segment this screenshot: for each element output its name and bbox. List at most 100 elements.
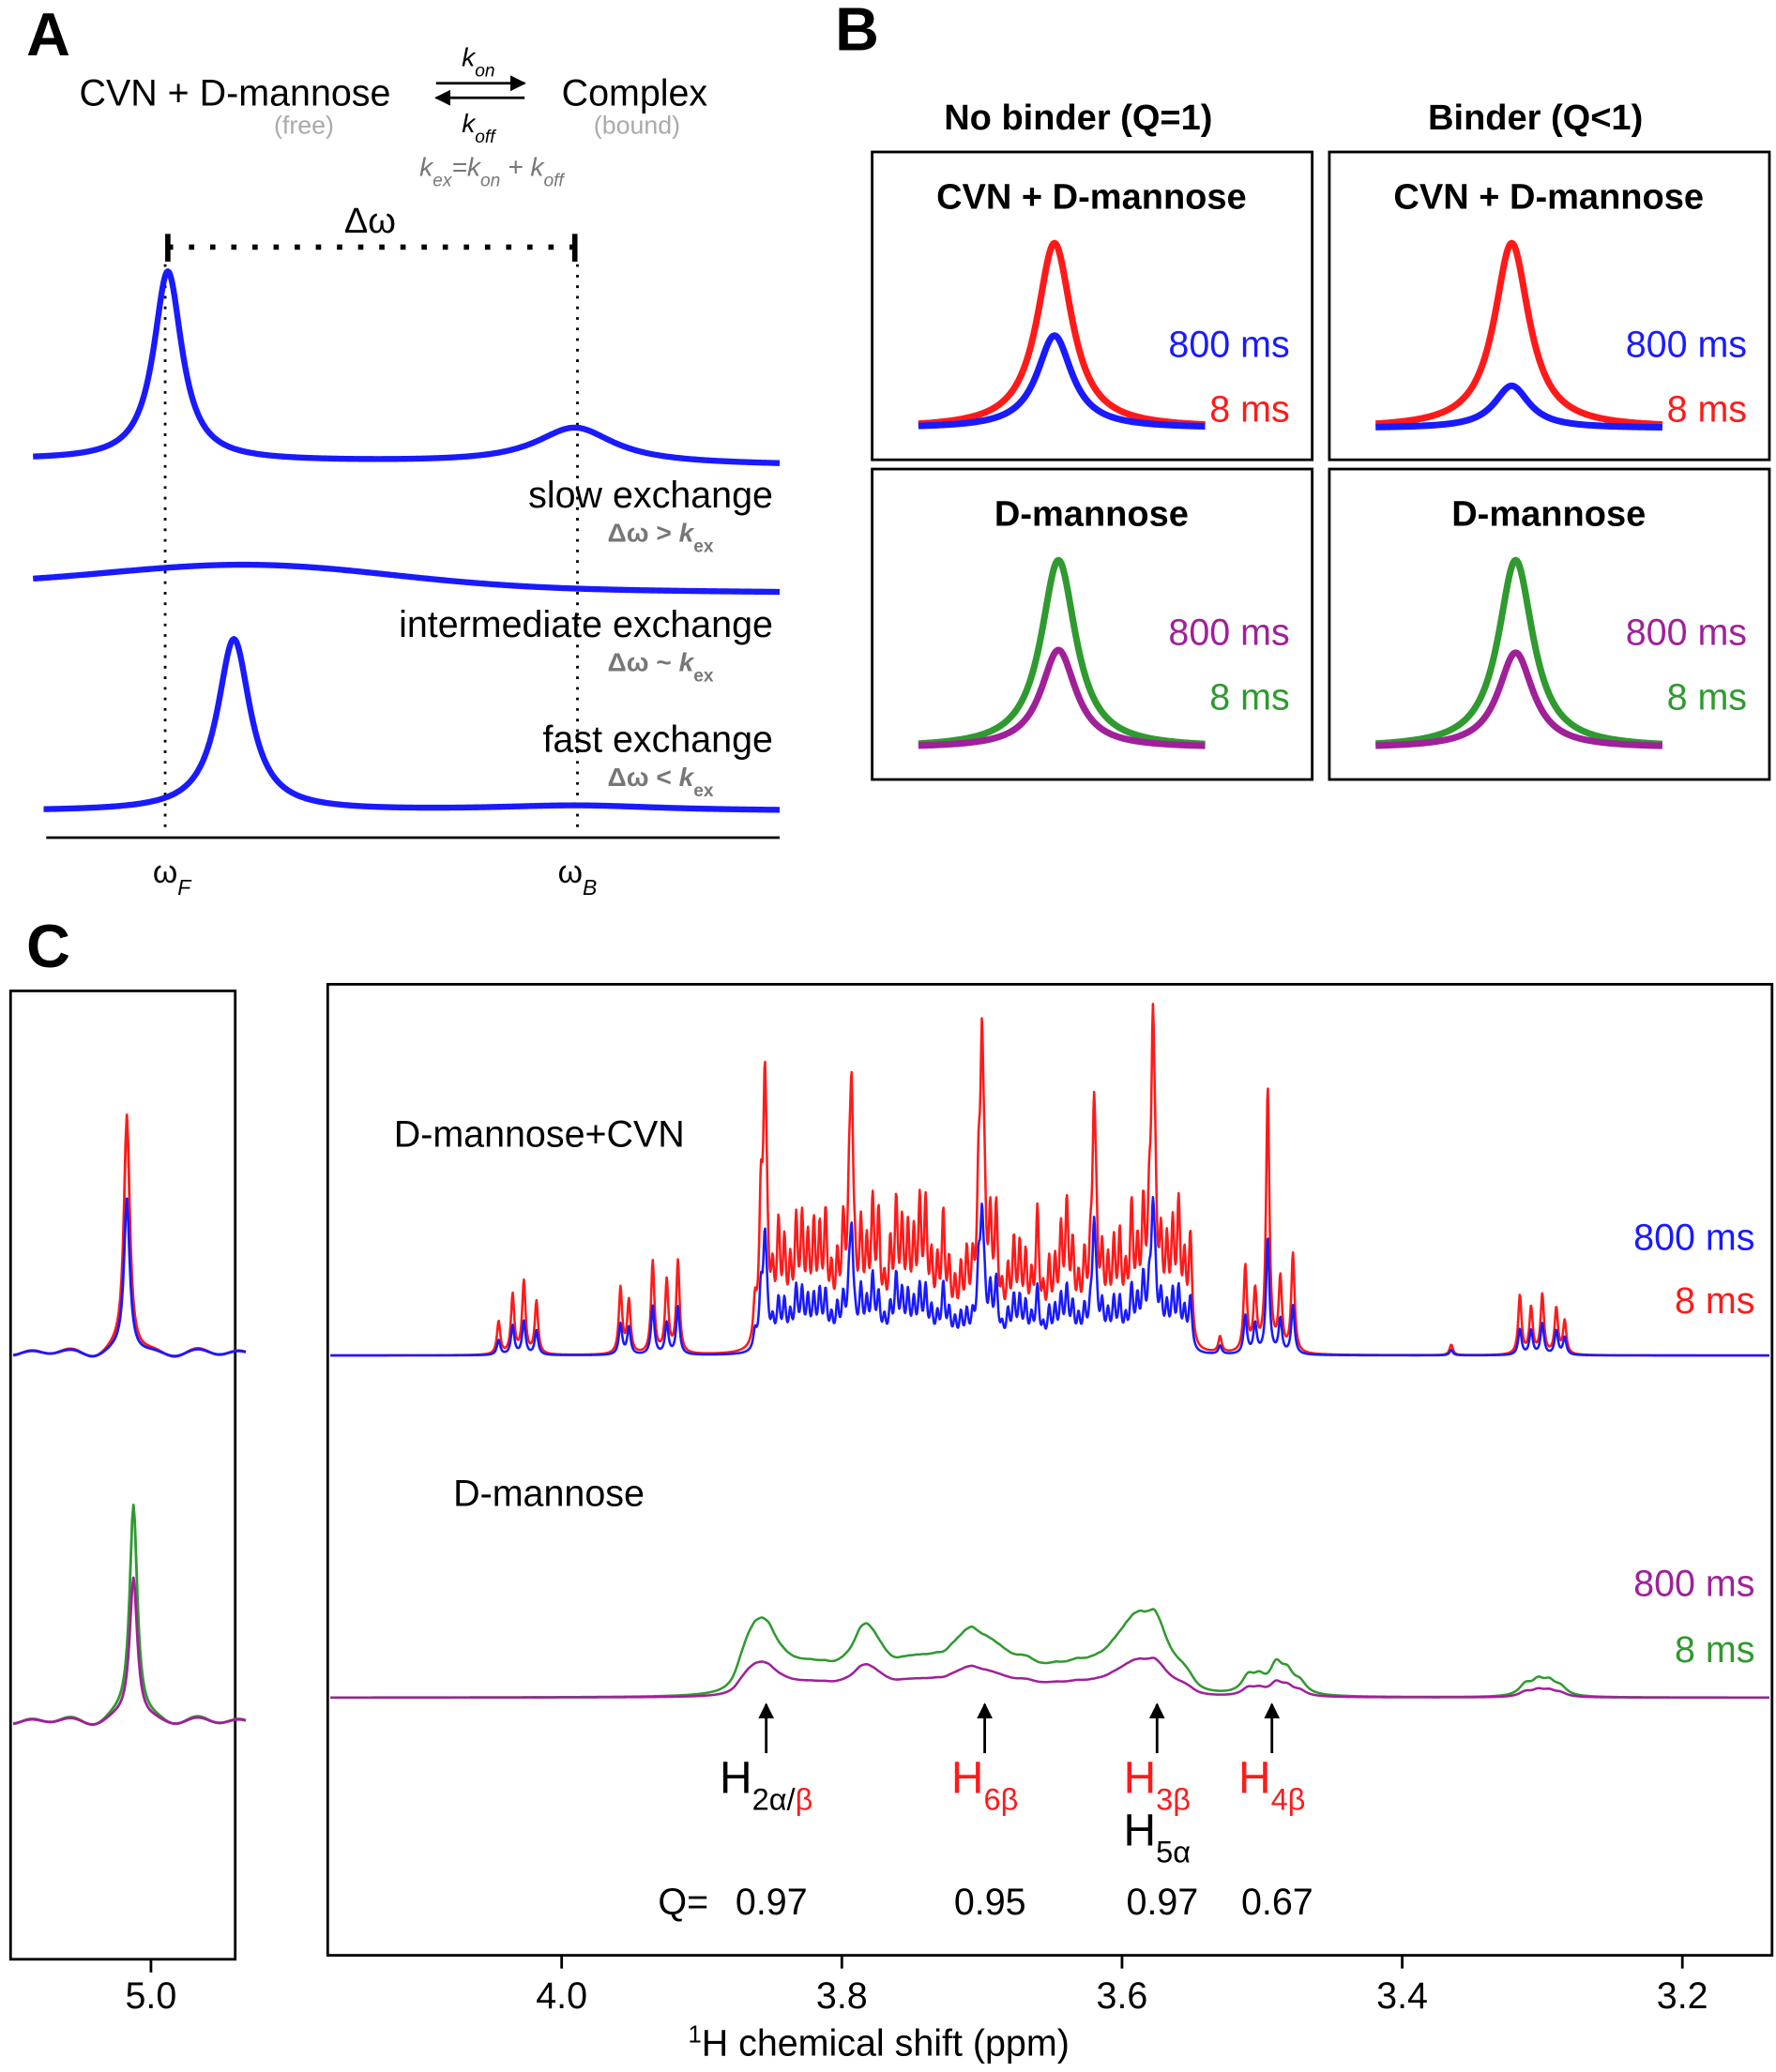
peak: [916, 239, 1207, 429]
x-tick-label: 5.0: [126, 1975, 177, 2017]
k-ex: kex=kon + koff: [419, 152, 565, 190]
legend-entry: 8 ms: [1209, 388, 1289, 430]
x-tick-label: 3.4: [1376, 1975, 1428, 2017]
box: [1328, 150, 1771, 461]
x-axis-label-part: 1: [688, 2022, 701, 2049]
regime-condition-part: k: [679, 648, 695, 677]
spectrum-8ms: [329, 1608, 1770, 1700]
peak-label: H3β: [1124, 1753, 1191, 1816]
box-title: D-mannose: [994, 495, 1189, 535]
q-value: 0.95: [954, 1882, 1026, 1923]
peak-label: H6β: [951, 1753, 1018, 1816]
legend-entry: 800 ms: [1633, 1217, 1754, 1258]
fast-spectrum: [41, 636, 782, 813]
box: [871, 150, 1314, 461]
peak: [916, 556, 1207, 748]
k-ex-part: on: [480, 171, 500, 190]
omega-f: ωF: [153, 855, 192, 900]
peak-label-part: 3β: [1156, 1782, 1191, 1816]
peak-label-part: 4β: [1271, 1782, 1306, 1816]
spectrum-frame: [326, 982, 1774, 1958]
legend-entry: 800 ms: [1168, 612, 1289, 653]
peak-label-part: H: [1238, 1753, 1271, 1803]
legend-entry: 8 ms: [1209, 676, 1289, 718]
omega-f-part: F: [177, 875, 192, 900]
legend-entry: 800 ms: [1168, 324, 1289, 365]
peak-label: H2α/β: [720, 1753, 812, 1816]
regime-condition-part: k: [679, 763, 695, 792]
legend-entry: 8 ms: [1675, 1280, 1754, 1322]
k-ex-part: +: [500, 152, 530, 181]
product-state: (bound): [594, 111, 680, 139]
regime-condition-part: Δω <: [607, 763, 678, 792]
box: [871, 467, 1314, 781]
regime-name: slow exchange: [528, 475, 773, 516]
peak-label-part: H: [720, 1753, 752, 1803]
q-value: 0.97: [1127, 1882, 1199, 1923]
inset-800ms: [12, 1576, 247, 1726]
q-prefix: Q=: [658, 1882, 708, 1923]
k-ex-part: k: [419, 152, 434, 181]
peak-label: H4β: [1238, 1753, 1305, 1816]
regime-condition: Δω < kex: [607, 763, 713, 801]
regime-condition-part: Δω ~: [607, 648, 678, 677]
box-title: CVN + D-mannose: [936, 178, 1247, 218]
peak-label-part: 5α: [1156, 1836, 1191, 1869]
reactant: CVN + D-mannose: [80, 73, 391, 114]
box: [1328, 467, 1771, 781]
k-on: kon: [462, 42, 494, 81]
column-title: Binder (Q<1): [1428, 98, 1643, 138]
peak: [916, 332, 1207, 431]
panel-label: A: [26, 0, 70, 68]
inset-800ms: [12, 1197, 247, 1358]
k-ex-part: off: [543, 171, 565, 190]
k-off: koff: [462, 109, 496, 146]
legend-entry: 800 ms: [1626, 612, 1747, 653]
x-tick-label: 3.6: [1097, 1975, 1148, 2017]
regime-condition-part: k: [679, 519, 695, 548]
x-tick-label: 3.8: [816, 1975, 868, 2017]
inset-frame: [8, 989, 237, 1961]
peak: [1374, 556, 1664, 748]
trace-name: D-mannose: [453, 1474, 645, 1515]
regime-condition-part: ex: [693, 666, 714, 686]
omega-b-part: ω: [558, 855, 583, 890]
k-off-part: off: [475, 127, 496, 146]
k-ex-part: =: [451, 152, 466, 181]
regime-name: fast exchange: [542, 718, 772, 760]
x-tick-label: 4.0: [536, 1975, 587, 2017]
regime-name: intermediate exchange: [399, 604, 773, 645]
k-on-part: on: [475, 61, 494, 81]
k-ex-part: k: [467, 152, 482, 181]
peak: [1374, 382, 1664, 431]
regime-condition-part: ex: [693, 781, 714, 801]
k-ex-part: k: [530, 152, 545, 181]
k-off-part: k: [462, 109, 477, 138]
product: Complex: [562, 73, 708, 114]
peak-label-part: 2α/: [752, 1782, 797, 1816]
regime-condition: Δω ~ kex: [607, 648, 713, 687]
peak: [1374, 239, 1664, 429]
regime-condition: Δω > kex: [607, 519, 713, 557]
legend-entry: 8 ms: [1675, 1629, 1754, 1671]
trace-name: D-mannose+CVN: [394, 1114, 685, 1156]
spectrum-800ms: [329, 1195, 1770, 1357]
peak-label: H5α: [1124, 1807, 1192, 1869]
peak-label-part: H: [951, 1753, 984, 1803]
omega-b: ωB: [558, 855, 598, 900]
panel-label: B: [835, 0, 879, 64]
peak-label-part: H: [1124, 1753, 1157, 1803]
regime-condition-part: Δω >: [607, 519, 678, 548]
box-title: D-mannose: [1451, 495, 1646, 535]
peak-label-part: H: [1124, 1807, 1157, 1856]
omega-f-part: ω: [153, 855, 177, 890]
x-tick-label: 3.2: [1657, 1975, 1708, 2017]
peak-label-part: β: [796, 1782, 813, 1816]
x-axis-label-part: H chemical shift (ppm): [702, 2023, 1070, 2064]
legend-entry: 8 ms: [1667, 676, 1747, 718]
intermediate-spectrum: [31, 561, 782, 596]
spectrum-800ms: [329, 1656, 1770, 1700]
peak: [1374, 649, 1664, 749]
column-title: No binder (Q=1): [944, 98, 1212, 138]
